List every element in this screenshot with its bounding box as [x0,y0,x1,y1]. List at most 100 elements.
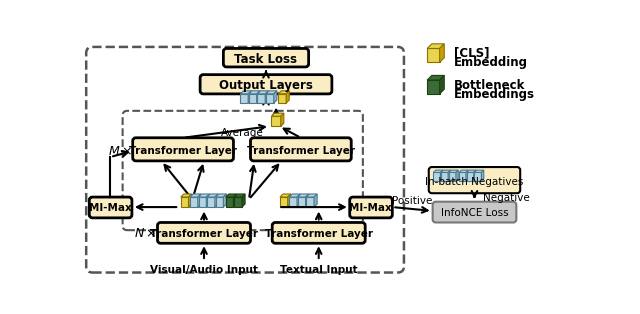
Bar [190,197,198,207]
Polygon shape [257,91,260,103]
FancyBboxPatch shape [349,197,392,218]
Polygon shape [180,194,191,197]
Bar [234,197,242,207]
Polygon shape [440,44,444,62]
Bar [207,197,215,207]
Polygon shape [198,194,209,197]
Polygon shape [466,170,468,181]
Text: $N\times$: $N\times$ [134,227,157,240]
Polygon shape [234,194,245,197]
Bar [271,116,281,126]
Polygon shape [216,194,227,197]
Polygon shape [266,91,277,94]
Polygon shape [289,194,300,197]
FancyBboxPatch shape [200,75,332,94]
Polygon shape [440,170,443,181]
Bar [198,197,206,207]
Text: Embeddings: Embeddings [454,88,534,101]
Bar [249,94,257,103]
Polygon shape [226,194,237,197]
Bar [459,172,466,181]
Text: Task Loss: Task Loss [234,53,298,66]
Text: MI-Max: MI-Max [349,203,392,213]
Polygon shape [271,113,284,116]
Bar [428,48,440,62]
Polygon shape [223,194,227,207]
Polygon shape [440,75,444,94]
FancyBboxPatch shape [250,138,351,161]
Polygon shape [215,194,218,207]
Polygon shape [286,91,289,103]
Bar [433,172,440,181]
Polygon shape [456,170,458,181]
Text: Visual/Audio Input: Visual/Audio Input [150,265,258,275]
Polygon shape [234,194,237,207]
Polygon shape [449,170,458,172]
Polygon shape [242,194,245,207]
Text: Textual Input: Textual Input [280,265,358,275]
Polygon shape [274,91,277,103]
Polygon shape [428,44,444,48]
Bar [278,94,286,103]
Polygon shape [433,170,443,172]
Polygon shape [297,194,300,207]
Bar [428,80,440,94]
Text: Embedding: Embedding [454,56,527,69]
Polygon shape [249,91,260,94]
Bar [449,172,456,181]
Polygon shape [248,91,252,103]
Bar [474,172,481,181]
Polygon shape [467,170,476,172]
Polygon shape [206,194,209,207]
FancyBboxPatch shape [429,167,520,193]
Polygon shape [481,170,484,181]
Text: In-batch Negatives: In-batch Negatives [426,177,524,187]
Bar [226,197,234,207]
Polygon shape [307,194,317,197]
Bar [289,197,297,207]
Text: Transformer Layer: Transformer Layer [150,229,258,239]
Bar [307,197,314,207]
Text: Average: Average [221,128,263,138]
Polygon shape [189,194,191,207]
Bar [266,94,274,103]
FancyBboxPatch shape [272,223,365,243]
Text: ...: ... [449,171,461,184]
Polygon shape [190,194,201,197]
Polygon shape [448,170,451,181]
Text: Transformer Layer: Transformer Layer [247,146,355,156]
Polygon shape [474,170,476,181]
FancyBboxPatch shape [223,48,308,67]
FancyBboxPatch shape [86,47,404,273]
Text: MI-Max: MI-Max [89,203,132,213]
Text: Transformer Layer: Transformer Layer [265,229,372,239]
FancyBboxPatch shape [132,138,234,161]
Bar [280,197,288,207]
Polygon shape [298,194,308,197]
FancyBboxPatch shape [157,223,250,243]
Polygon shape [265,91,268,103]
Bar [241,94,248,103]
Bar [257,94,265,103]
Polygon shape [207,194,218,197]
Text: Transformer Layer: Transformer Layer [129,146,237,156]
Bar [180,197,189,207]
Polygon shape [280,194,291,197]
Polygon shape [281,113,284,126]
Text: Output Layers: Output Layers [219,79,313,92]
Polygon shape [257,91,268,94]
Polygon shape [314,194,317,207]
Polygon shape [198,194,201,207]
FancyBboxPatch shape [90,197,132,218]
Text: Positive: Positive [392,196,432,206]
Text: [CLS]: [CLS] [454,46,489,60]
Polygon shape [474,170,484,172]
Polygon shape [241,91,252,94]
Polygon shape [441,170,451,172]
Text: $M\times$: $M\times$ [108,145,132,158]
Polygon shape [278,91,289,94]
Polygon shape [305,194,308,207]
Bar [467,172,474,181]
Polygon shape [459,170,468,172]
Text: Negative: Negative [483,193,530,203]
